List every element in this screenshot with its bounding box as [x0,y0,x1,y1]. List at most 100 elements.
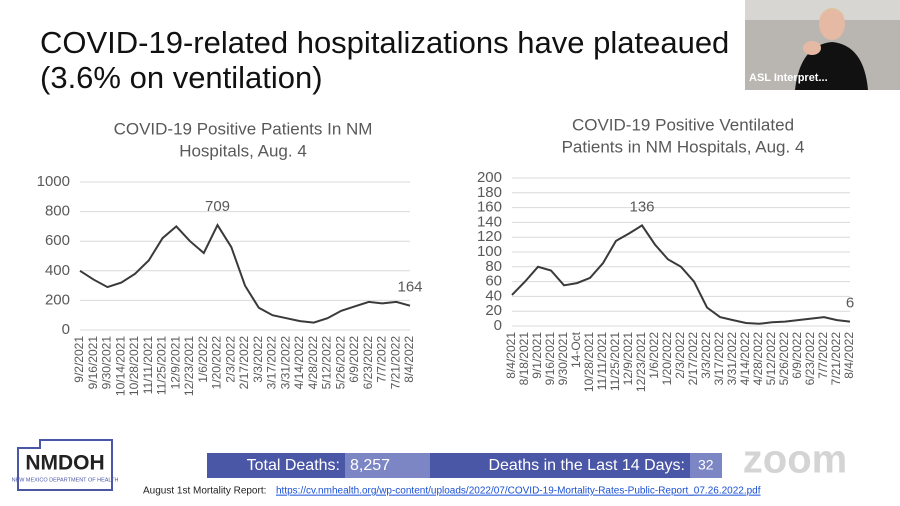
y-tick-label: 0 [62,321,70,338]
x-tick-label: 3/17/2022 [265,336,279,390]
x-tick-label: 10/28/2021 [127,336,141,396]
data-label: 164 [397,279,422,296]
x-tick-label: 9/16/2021 [86,336,100,390]
x-tick-label: 3/17/2022 [712,332,726,386]
x-tick-label: 14-Oct [569,331,583,368]
watermark: zoom [743,438,847,482]
y-tick-label: 140 [477,213,502,230]
x-tick-label: 4/14/2022 [738,332,752,386]
video-wall [745,0,900,20]
x-tick-label: 7/21/2022 [829,332,843,386]
y-tick-label: 120 [477,228,502,245]
slide-title: COVID-19-related hospitalizations have p… [40,25,729,60]
x-tick-label: 9/30/2021 [556,332,570,386]
x-tick-label: 10/28/2021 [582,332,596,392]
x-tick-label: 12/9/2021 [621,332,635,386]
x-tick-label: 2/3/2022 [673,332,687,379]
y-tick-label: 1000 [37,173,70,190]
x-tick-label: 5/12/2022 [320,336,334,390]
x-tick-label: 1/6/2022 [647,332,661,379]
stat-label-box [430,453,690,478]
x-tick-label: 5/12/2022 [764,332,778,386]
x-tick-label: 1/20/2022 [210,336,224,390]
stat-value-box [690,453,722,478]
x-tick-label: 2/17/2022 [686,332,700,386]
x-tick-label: 12/23/2021 [182,336,196,396]
person-head [819,8,845,40]
data-label: 136 [629,198,654,215]
x-tick-label: 4/28/2022 [751,332,765,386]
stats-bar: Total Deaths: 8,257 Deaths in the Last 1… [207,453,722,478]
x-tick-label: 6/9/2022 [347,336,361,383]
slide-title: (3.6% on ventilation) [40,60,323,95]
y-tick-label: 180 [477,184,502,201]
data-line [79,223,411,324]
stat-value: 32 [698,457,714,473]
x-tick-label: 3/31/2022 [725,332,739,386]
logo-name: NMDOH [25,452,104,475]
data-label: 709 [205,198,230,215]
x-tick-label: 9/30/2021 [100,336,114,390]
participant-name: ASL Interpret... [749,72,828,84]
x-tick-label: 8/18/2021 [517,332,531,386]
x-tick-label: 10/14/2021 [113,336,127,396]
x-tick-label: 6/9/2022 [790,332,804,379]
x-tick-label: 11/25/2021 [608,332,622,391]
x-tick-label: 8/4/2021 [504,332,518,379]
stat-value: 8,257 [350,457,390,474]
video-tile: ASL Interpret... [745,0,900,90]
x-tick-label: 12/23/2021 [634,332,648,392]
x-tick-label: 8/4/2022 [402,336,416,383]
stat-label: Total Deaths: [247,457,340,474]
x-tick-label: 3/31/2022 [278,336,292,390]
x-tick-label: 11/25/2021 [155,336,169,395]
stat-value-box [345,453,430,478]
x-tick-label: 7/7/2022 [375,336,389,383]
x-tick-label: 7/21/2022 [388,336,402,390]
x-tick-label: 6/23/2022 [803,332,817,386]
logo-subtitle: NEW MEXICO DEPARTMENT OF HEALTH [12,477,119,483]
x-tick-label: 12/9/2021 [168,336,182,390]
logo: NMDOH NEW MEXICO DEPARTMENT OF HEALTH [12,439,119,491]
x-tick-label: 1/20/2022 [660,332,674,386]
y-tick-label: 60 [485,273,502,290]
y-tick-label: 400 [45,262,70,279]
y-tick-label: 20 [485,302,502,319]
y-tick-label: 160 [477,199,502,216]
chart-title: COVID-19 Positive Patients In NM [114,119,373,138]
x-tick-label: 5/26/2022 [333,336,347,390]
hair [819,8,846,18]
x-tick-label: 9/16/2021 [543,332,557,386]
x-tick-label: 3/3/2022 [699,332,713,379]
data-label: 6 [846,295,854,312]
chart-title: COVID-19 Positive Ventilated [572,115,794,134]
y-tick-label: 200 [45,291,70,308]
footer-label: August 1st Mortality Report: [143,486,266,497]
x-tick-label: 9/2/2021 [72,336,86,383]
y-tick-label: 0 [494,317,502,334]
x-tick-label: 5/26/2022 [777,332,791,386]
x-tick-label: 11/11/2021 [141,336,155,395]
y-tick-label: 200 [477,169,502,186]
x-tick-label: 2/17/2022 [237,336,251,390]
y-tick-label: 800 [45,203,70,220]
chart-title: Hospitals, Aug. 4 [179,141,307,160]
x-tick-label: 1/6/2022 [196,336,210,383]
stat-label: Deaths in the Last 14 Days: [488,457,685,474]
x-tick-label: 4/28/2022 [306,336,320,390]
y-tick-label: 100 [477,243,502,260]
stat-label-box [207,453,345,478]
x-tick-label: 9/1/2021 [530,332,544,379]
state-outline [17,439,113,491]
x-tick-label: 3/3/2022 [251,336,265,383]
data-line [511,224,851,325]
x-tick-label: 2/3/2022 [223,336,237,383]
x-tick-label: 7/7/2022 [816,332,830,379]
y-tick-label: 40 [485,287,502,304]
hand [803,41,821,55]
y-tick-label: 600 [45,232,70,249]
x-tick-label: 8/4/2022 [842,332,856,379]
x-tick-label: 6/23/2022 [361,336,375,390]
footer-link[interactable]: https://cv.nmhealth.org/wp-content/uploa… [276,486,761,497]
